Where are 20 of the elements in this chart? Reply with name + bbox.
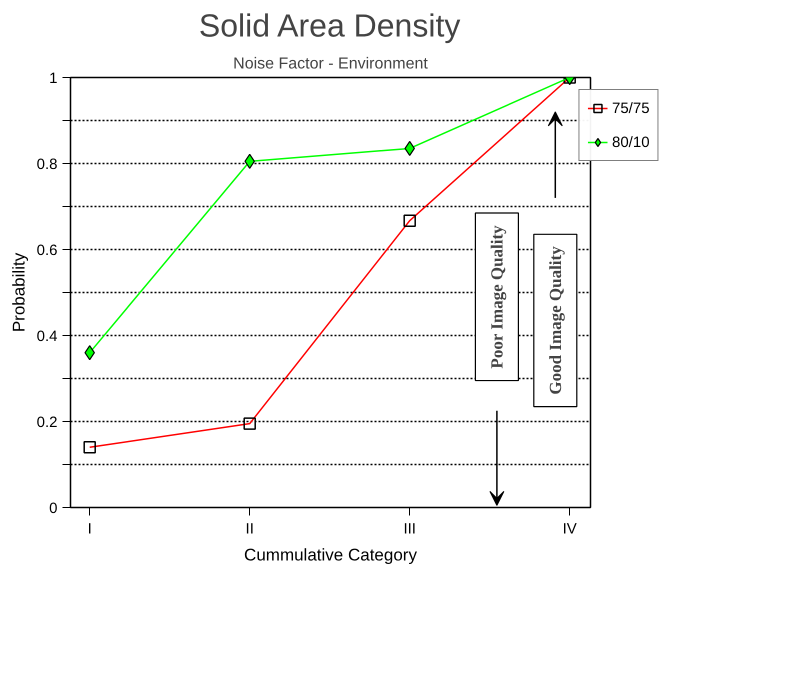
y-tick-label: 0.4 — [36, 328, 58, 345]
y-tick-label: 0.2 — [36, 414, 58, 431]
y-tick-label: 1 — [49, 70, 58, 87]
chart-subtitle: Noise Factor - Environment — [233, 56, 428, 72]
x-tick-label: III — [403, 520, 416, 538]
y-axis-title: Probability — [10, 252, 29, 332]
annotation: Good Image Quality — [546, 246, 565, 395]
legend-label: 75/75 — [612, 100, 650, 116]
legend-label: 80/10 — [612, 134, 650, 150]
point — [84, 345, 95, 360]
x-tick-label: II — [246, 520, 254, 538]
point — [244, 154, 255, 169]
y-tick-label: 0.8 — [36, 156, 58, 173]
y-tick-label: 0 — [49, 500, 58, 517]
x-tick-label: I — [88, 520, 92, 538]
y-tick-label: 0.6 — [36, 242, 58, 259]
x-tick-label: IV — [562, 520, 577, 538]
chart-title: Solid Area Density — [198, 8, 460, 44]
x-axis-title: Cummulative Category — [244, 546, 418, 564]
annotation: Poor Image Quality — [487, 224, 506, 369]
